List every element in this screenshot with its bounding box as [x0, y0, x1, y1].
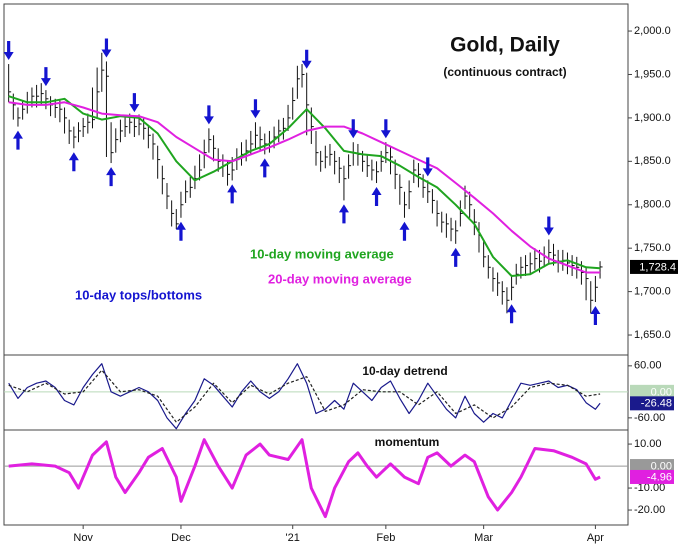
y-tick-label: 10.00 — [634, 438, 662, 450]
series-line — [8, 363, 601, 430]
top-arrow — [380, 119, 391, 139]
bottom-arrow — [590, 306, 601, 326]
panel-title: momentum — [375, 435, 440, 449]
series-line — [8, 101, 601, 274]
bottom-arrow — [450, 247, 461, 267]
last-value-label-bg — [630, 396, 674, 411]
bottom-arrow — [227, 184, 238, 204]
zero-label-bg — [630, 459, 674, 474]
top-arrow — [301, 49, 312, 69]
y-tick-label: 1,850.0 — [634, 155, 671, 167]
y-tick-label: -60.00 — [634, 412, 665, 424]
series-line — [8, 438, 601, 519]
frame — [3, 3, 629, 526]
x-tick-label: Feb — [376, 532, 395, 544]
bottom-arrow — [12, 130, 23, 150]
top-arrow — [3, 41, 14, 61]
series-label: 20-day moving average — [268, 271, 412, 286]
bottom-arrow — [506, 304, 517, 324]
y-tick-label: 1,750.0 — [634, 242, 671, 254]
y-tick-label: -10.00 — [634, 482, 665, 494]
bottom-arrow — [399, 221, 410, 241]
x-tick-label: Apr — [587, 532, 604, 544]
bottom-arrow — [259, 158, 270, 178]
x-tick-label: Dec — [171, 532, 191, 544]
last-value-label-bg — [630, 469, 674, 484]
series-line — [8, 369, 601, 423]
top-arrow — [40, 67, 51, 87]
bottom-arrow — [106, 167, 117, 187]
last-value-label: -26.48 — [641, 398, 672, 410]
zero-label: 0.00 — [651, 460, 672, 472]
top-arrow — [101, 38, 112, 58]
y-tick-label: 1,700.0 — [634, 286, 671, 298]
top-arrow — [422, 157, 433, 177]
last-value-label-bg — [630, 259, 678, 274]
zero-label: 0.00 — [651, 386, 672, 398]
y-tick-label: 60.00 — [634, 360, 662, 372]
x-tick-label: Nov — [73, 532, 93, 544]
top-arrow — [348, 119, 359, 139]
panel-title: 10-day detrend — [362, 364, 447, 378]
chart-title: Gold, Daily — [450, 34, 560, 57]
y-tick-label: 1,950.0 — [634, 68, 671, 80]
zero-label-bg — [630, 384, 674, 399]
last-value-label: -4.96 — [647, 471, 672, 483]
bottom-arrow — [338, 204, 349, 224]
bottom-arrow — [175, 221, 186, 241]
bottom-arrow — [68, 152, 79, 172]
x-tick-label: '21 — [286, 532, 300, 544]
y-tick-label: -20.00 — [634, 504, 665, 516]
y-tick-label: 1,650.0 — [634, 329, 671, 341]
y-tick-label: 1,900.0 — [634, 112, 671, 124]
y-tick-label: 2,000.0 — [634, 25, 671, 37]
arrow-label: 10-day tops/bottoms — [75, 287, 202, 302]
x-tick-label: Mar — [474, 532, 493, 544]
last-value-label: 1,728.4 — [639, 261, 676, 273]
top-arrow — [129, 93, 140, 113]
top-arrow — [203, 105, 214, 125]
bottom-arrow — [371, 187, 382, 207]
chart-subtitle: (continuous contract) — [443, 65, 566, 79]
top-arrow — [250, 99, 261, 119]
top-arrow — [543, 216, 554, 236]
series-line — [8, 95, 601, 277]
y-tick-label: 1,800.0 — [634, 199, 671, 211]
series-label: 10-day moving average — [250, 246, 394, 261]
